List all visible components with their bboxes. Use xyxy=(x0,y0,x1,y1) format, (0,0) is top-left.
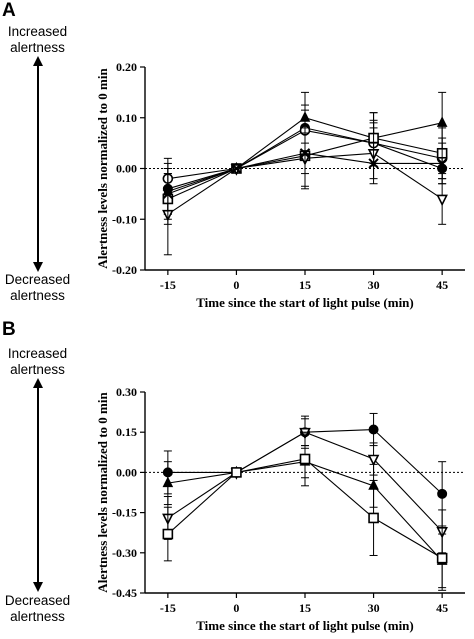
decreased-alertness-label-b: Decreased alertness xyxy=(0,593,75,625)
panel-letter-a: A xyxy=(2,0,16,21)
data-point-filled-circle xyxy=(437,488,448,499)
chart-b: -0.45 -0.30 -0.15 0.00 0.15 0.30 -15 0 15 30 45 Tim… xyxy=(95,385,465,633)
x-tick-label: -15 xyxy=(160,278,176,292)
data-point-cross xyxy=(299,148,311,159)
panel-letter-b: B xyxy=(2,319,16,340)
increased-label-line-1: Increased xyxy=(7,24,68,39)
x-tick-label: -15 xyxy=(160,601,176,615)
series-open-square xyxy=(162,431,448,591)
x-tick-label: 30 xyxy=(368,278,380,292)
data-point-filled-triangle xyxy=(436,116,448,127)
increased-label-line-2: alertness xyxy=(10,362,65,377)
y-tick-label: 0.00 xyxy=(116,162,137,176)
data-point-open-triangle-down xyxy=(367,454,380,467)
data-point-open-square xyxy=(368,512,379,524)
y-axis-label: Alertness levels normalized to 0 min xyxy=(95,392,110,593)
y-tick-label: 0.20 xyxy=(116,60,137,74)
x-tick-label: 0 xyxy=(233,601,239,615)
chart-a: -0.20 -0.10 0.00 0.10 0.20 -15 0 15 30 45 Time sin… xyxy=(95,60,465,310)
alertness-double-arrow-a xyxy=(33,56,43,272)
decreased-label-line-1: Decreased xyxy=(4,272,71,287)
data-point-filled-triangle xyxy=(162,476,174,488)
y-tick-label: 0.15 xyxy=(116,425,137,439)
y-tick-label: 0.30 xyxy=(116,385,137,399)
y-tick-label: -0.15 xyxy=(112,506,137,520)
increased-label-line-1: Increased xyxy=(7,346,68,361)
decreased-alertness-label-a: Decreased alertness xyxy=(0,272,75,304)
data-point-cross xyxy=(231,163,242,174)
x-tick-label: 15 xyxy=(299,601,311,615)
data-point-filled-circle xyxy=(368,424,379,435)
increased-alertness-label-a: Increased alertness xyxy=(0,24,75,56)
x-tick-label: 30 xyxy=(368,601,380,615)
y-tick-label: -0.45 xyxy=(112,586,137,600)
x-axis-label: Time since the start of light pulse (min… xyxy=(196,618,414,633)
data-point-cross xyxy=(368,158,379,169)
y-tick-label: -0.30 xyxy=(112,546,137,560)
data-point-open-square xyxy=(436,552,448,564)
increased-label-line-2: alertness xyxy=(10,40,65,55)
y-axis-label: Alertness levels normalized to 0 min xyxy=(95,68,110,269)
x-tick-label: 0 xyxy=(233,278,239,292)
alertness-double-arrow-b xyxy=(33,378,43,592)
y-tick-label: -0.10 xyxy=(112,212,137,226)
y-tick-label: 0.00 xyxy=(116,465,137,479)
x-tick-label: 15 xyxy=(299,278,311,292)
decreased-label-line-2: alertness xyxy=(10,609,65,624)
data-point-open-square xyxy=(231,467,242,478)
data-point-open-square xyxy=(162,528,174,540)
x-tick-label: 45 xyxy=(436,278,448,292)
decreased-label-line-1: Decreased xyxy=(4,593,71,608)
data-point-open-triangle-down xyxy=(436,194,448,207)
data-point-cross xyxy=(162,188,174,200)
data-point-open-square xyxy=(299,453,311,465)
x-axis-label: Time since the start of light pulse (min… xyxy=(196,295,414,310)
x-tick-label: 45 xyxy=(436,601,448,615)
y-tick-label: -0.20 xyxy=(112,263,137,277)
series-cross xyxy=(162,132,448,220)
data-point-cross xyxy=(436,158,448,169)
y-tick-label: 0.10 xyxy=(116,111,137,125)
decreased-label-line-2: alertness xyxy=(10,288,65,303)
increased-alertness-label-b: Increased alertness xyxy=(0,346,75,378)
